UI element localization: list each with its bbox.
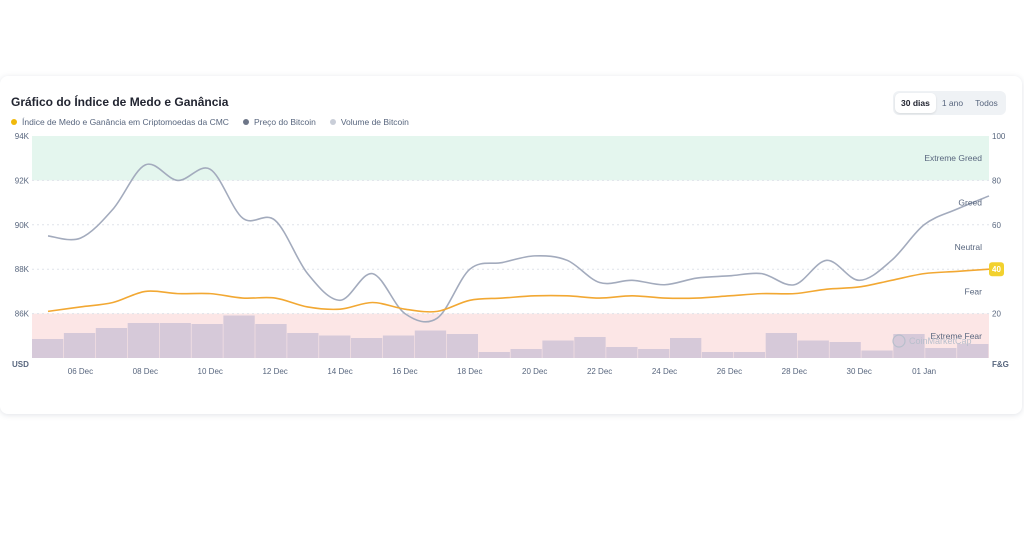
y-left-tick-label: 92K <box>15 176 30 185</box>
volume-bar <box>63 333 96 358</box>
legend-item-fear-greed-index[interactable]: Índice de Medo e Ganância em Criptomoeda… <box>11 117 229 127</box>
volume-bar <box>606 347 638 358</box>
current-value-label: 40 <box>992 265 1001 274</box>
volume-bar <box>351 338 383 358</box>
timeframe-30-days-button[interactable]: 30 dias <box>895 93 936 113</box>
volume-bar <box>446 334 478 358</box>
timeframe-all-button[interactable]: Todos <box>975 98 998 108</box>
volume-bar <box>542 340 574 358</box>
legend-dot-price-icon <box>242 119 249 125</box>
volume-bar <box>319 335 351 358</box>
x-tick-label: 24 Dec <box>652 367 677 376</box>
x-tick-label: 22 Dec <box>587 367 612 376</box>
legend-item-bitcoin-volume[interactable]: Volume de Bitcoin <box>329 117 409 127</box>
x-tick-label: 06 Dec <box>68 367 93 376</box>
volume-bar <box>191 324 223 358</box>
y-left-tick-label: 88K <box>15 265 30 274</box>
volume-bar <box>510 349 542 358</box>
y-left-tick-label: 86K <box>15 310 30 319</box>
y-right-tick-label: 100 <box>992 132 1006 141</box>
volume-bar <box>893 334 925 358</box>
volume-bar <box>574 337 606 358</box>
watermark-logo-icon <box>892 334 906 348</box>
y-left-tick-label: 90K <box>15 221 30 230</box>
legend-dot-fear-greed-icon <box>11 119 17 125</box>
y-right-tick-label: 60 <box>992 221 1001 230</box>
fear-greed-index-line <box>47 268 990 313</box>
volume-bar <box>287 333 319 358</box>
volume-bar <box>255 324 287 358</box>
x-tick-label: 08 Dec <box>133 367 158 376</box>
legend-item-bitcoin-price[interactable]: Preço do Bitcoin <box>242 117 316 127</box>
legend-label-fear-greed-index: Índice de Medo e Ganância em Criptomoeda… <box>22 117 229 127</box>
legend-dot-volume-icon <box>329 119 336 125</box>
x-tick-label: 18 Dec <box>457 367 482 376</box>
timeframe-selector: 30 dias 1 ano Todos <box>893 91 1006 115</box>
bitcoin-price-line <box>47 163 990 323</box>
volume-bar <box>638 349 670 358</box>
zone-label: Extreme Fear <box>931 331 983 341</box>
x-tick-label: 26 Dec <box>717 367 742 376</box>
chart-legend: Índice de Medo e Ganância em Criptomoeda… <box>11 117 409 127</box>
watermark-text: CoinMarketCap <box>909 336 972 346</box>
x-tick-label: 01 Jan <box>912 367 936 376</box>
y-right-tick-label: 80 <box>992 176 1001 185</box>
volume-bar <box>925 348 957 358</box>
volume-bar <box>957 344 989 358</box>
volume-bar <box>829 342 861 358</box>
legend-label-bitcoin-price: Preço do Bitcoin <box>253 117 316 127</box>
y-left-tick-label: 94K <box>15 132 30 141</box>
volume-bar <box>127 323 159 358</box>
x-tick-label: 28 Dec <box>782 367 807 376</box>
volume-bar <box>701 352 734 358</box>
y-right-tick-label: 20 <box>992 310 1001 319</box>
zone-label: Greed <box>958 198 982 208</box>
y-right-axis-label: F&G <box>992 360 1009 369</box>
x-tick-label: 20 Dec <box>522 367 547 376</box>
volume-bar <box>478 352 510 358</box>
extreme-greed-band <box>32 136 989 181</box>
current-value-badge <box>989 262 1004 277</box>
zone-label: Fear <box>965 286 983 296</box>
volume-bar <box>797 340 829 358</box>
x-tick-label: 10 Dec <box>198 367 223 376</box>
x-tick-label: 16 Dec <box>392 367 417 376</box>
volume-bar <box>223 315 255 358</box>
x-tick-label: 14 Dec <box>327 367 352 376</box>
volume-bar <box>159 323 191 358</box>
chart-title: Gráfico do Índice de Medo e Ganância <box>11 95 229 109</box>
legend-label-bitcoin-volume: Volume de Bitcoin <box>340 117 409 127</box>
volume-bar <box>382 335 415 358</box>
volume-bar <box>765 333 797 358</box>
volume-bar <box>670 338 702 358</box>
timeframe-1-year-button[interactable]: 1 ano <box>941 98 964 108</box>
zone-label: Extreme Greed <box>924 153 982 163</box>
y-left-axis-label: USD <box>12 360 29 369</box>
x-tick-label: 12 Dec <box>262 367 287 376</box>
volume-bar <box>95 328 128 358</box>
x-tick-label: 30 Dec <box>847 367 872 376</box>
volume-bar <box>733 352 766 358</box>
volume-bar <box>861 350 893 358</box>
zone-label: Neutral <box>955 242 983 252</box>
volume-bar <box>414 330 447 358</box>
volume-bar <box>32 339 64 358</box>
